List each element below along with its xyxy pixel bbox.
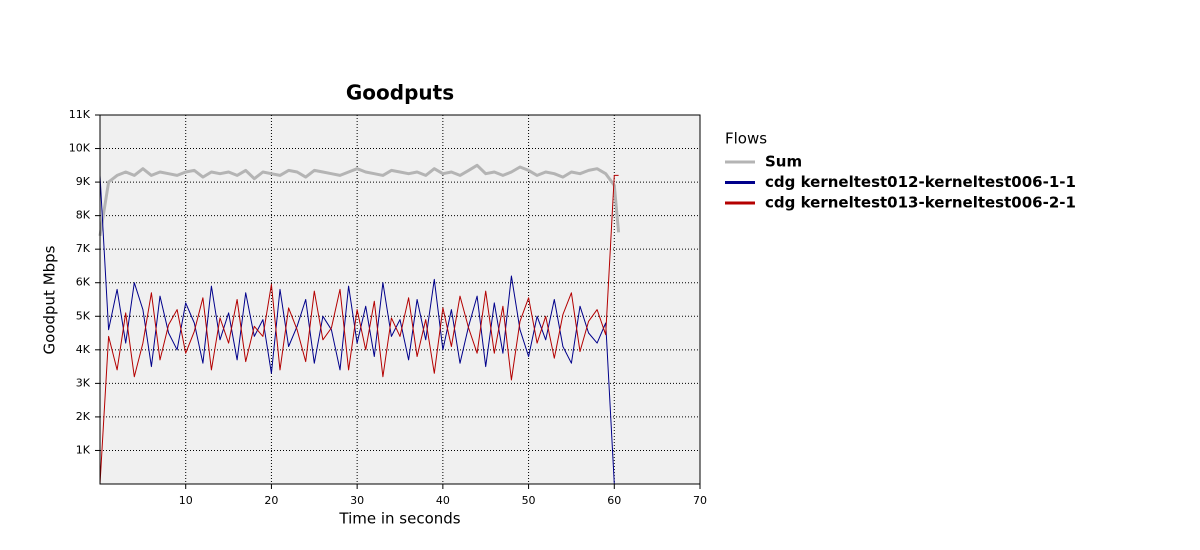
series-line (98, 163, 621, 237)
chart-title: Goodputs (346, 81, 454, 105)
plot-border (99, 114, 701, 485)
y-tick-label: 11K (69, 108, 91, 121)
y-axis-label: Goodput Mbps (41, 245, 59, 354)
legend-title: Flows (725, 130, 767, 148)
legend-label: Sum (765, 153, 802, 171)
y-tick-label: 8K (76, 209, 91, 222)
y-tick-label: 1K (76, 443, 91, 456)
y-tick-label: 9K (76, 175, 91, 188)
y-tick-label: 10K (69, 142, 91, 155)
x-tick-label: 30 (350, 494, 364, 507)
series-line (99, 174, 619, 485)
x-tick-label: 50 (522, 494, 536, 507)
x-tick-label: 20 (264, 494, 278, 507)
y-tick-label: 5K (76, 309, 91, 322)
x-tick-label: 60 (607, 494, 621, 507)
legend-label: cdg kerneltest012-kerneltest006-1-1 (765, 173, 1076, 191)
x-tick-label: 10 (179, 494, 193, 507)
x-tick-label: 70 (693, 494, 707, 507)
x-axis-label: Time in seconds (338, 510, 460, 528)
legend-label: cdg kerneltest013-kerneltest006-2-1 (765, 194, 1076, 212)
y-tick-label: 2K (76, 410, 91, 423)
y-tick-label: 6K (76, 276, 91, 289)
y-tick-label: 7K (76, 242, 91, 255)
x-tick-label: 40 (436, 494, 450, 507)
y-tick-label: 3K (76, 376, 91, 389)
series-line (99, 175, 619, 485)
y-tick-label: 4K (76, 343, 91, 356)
